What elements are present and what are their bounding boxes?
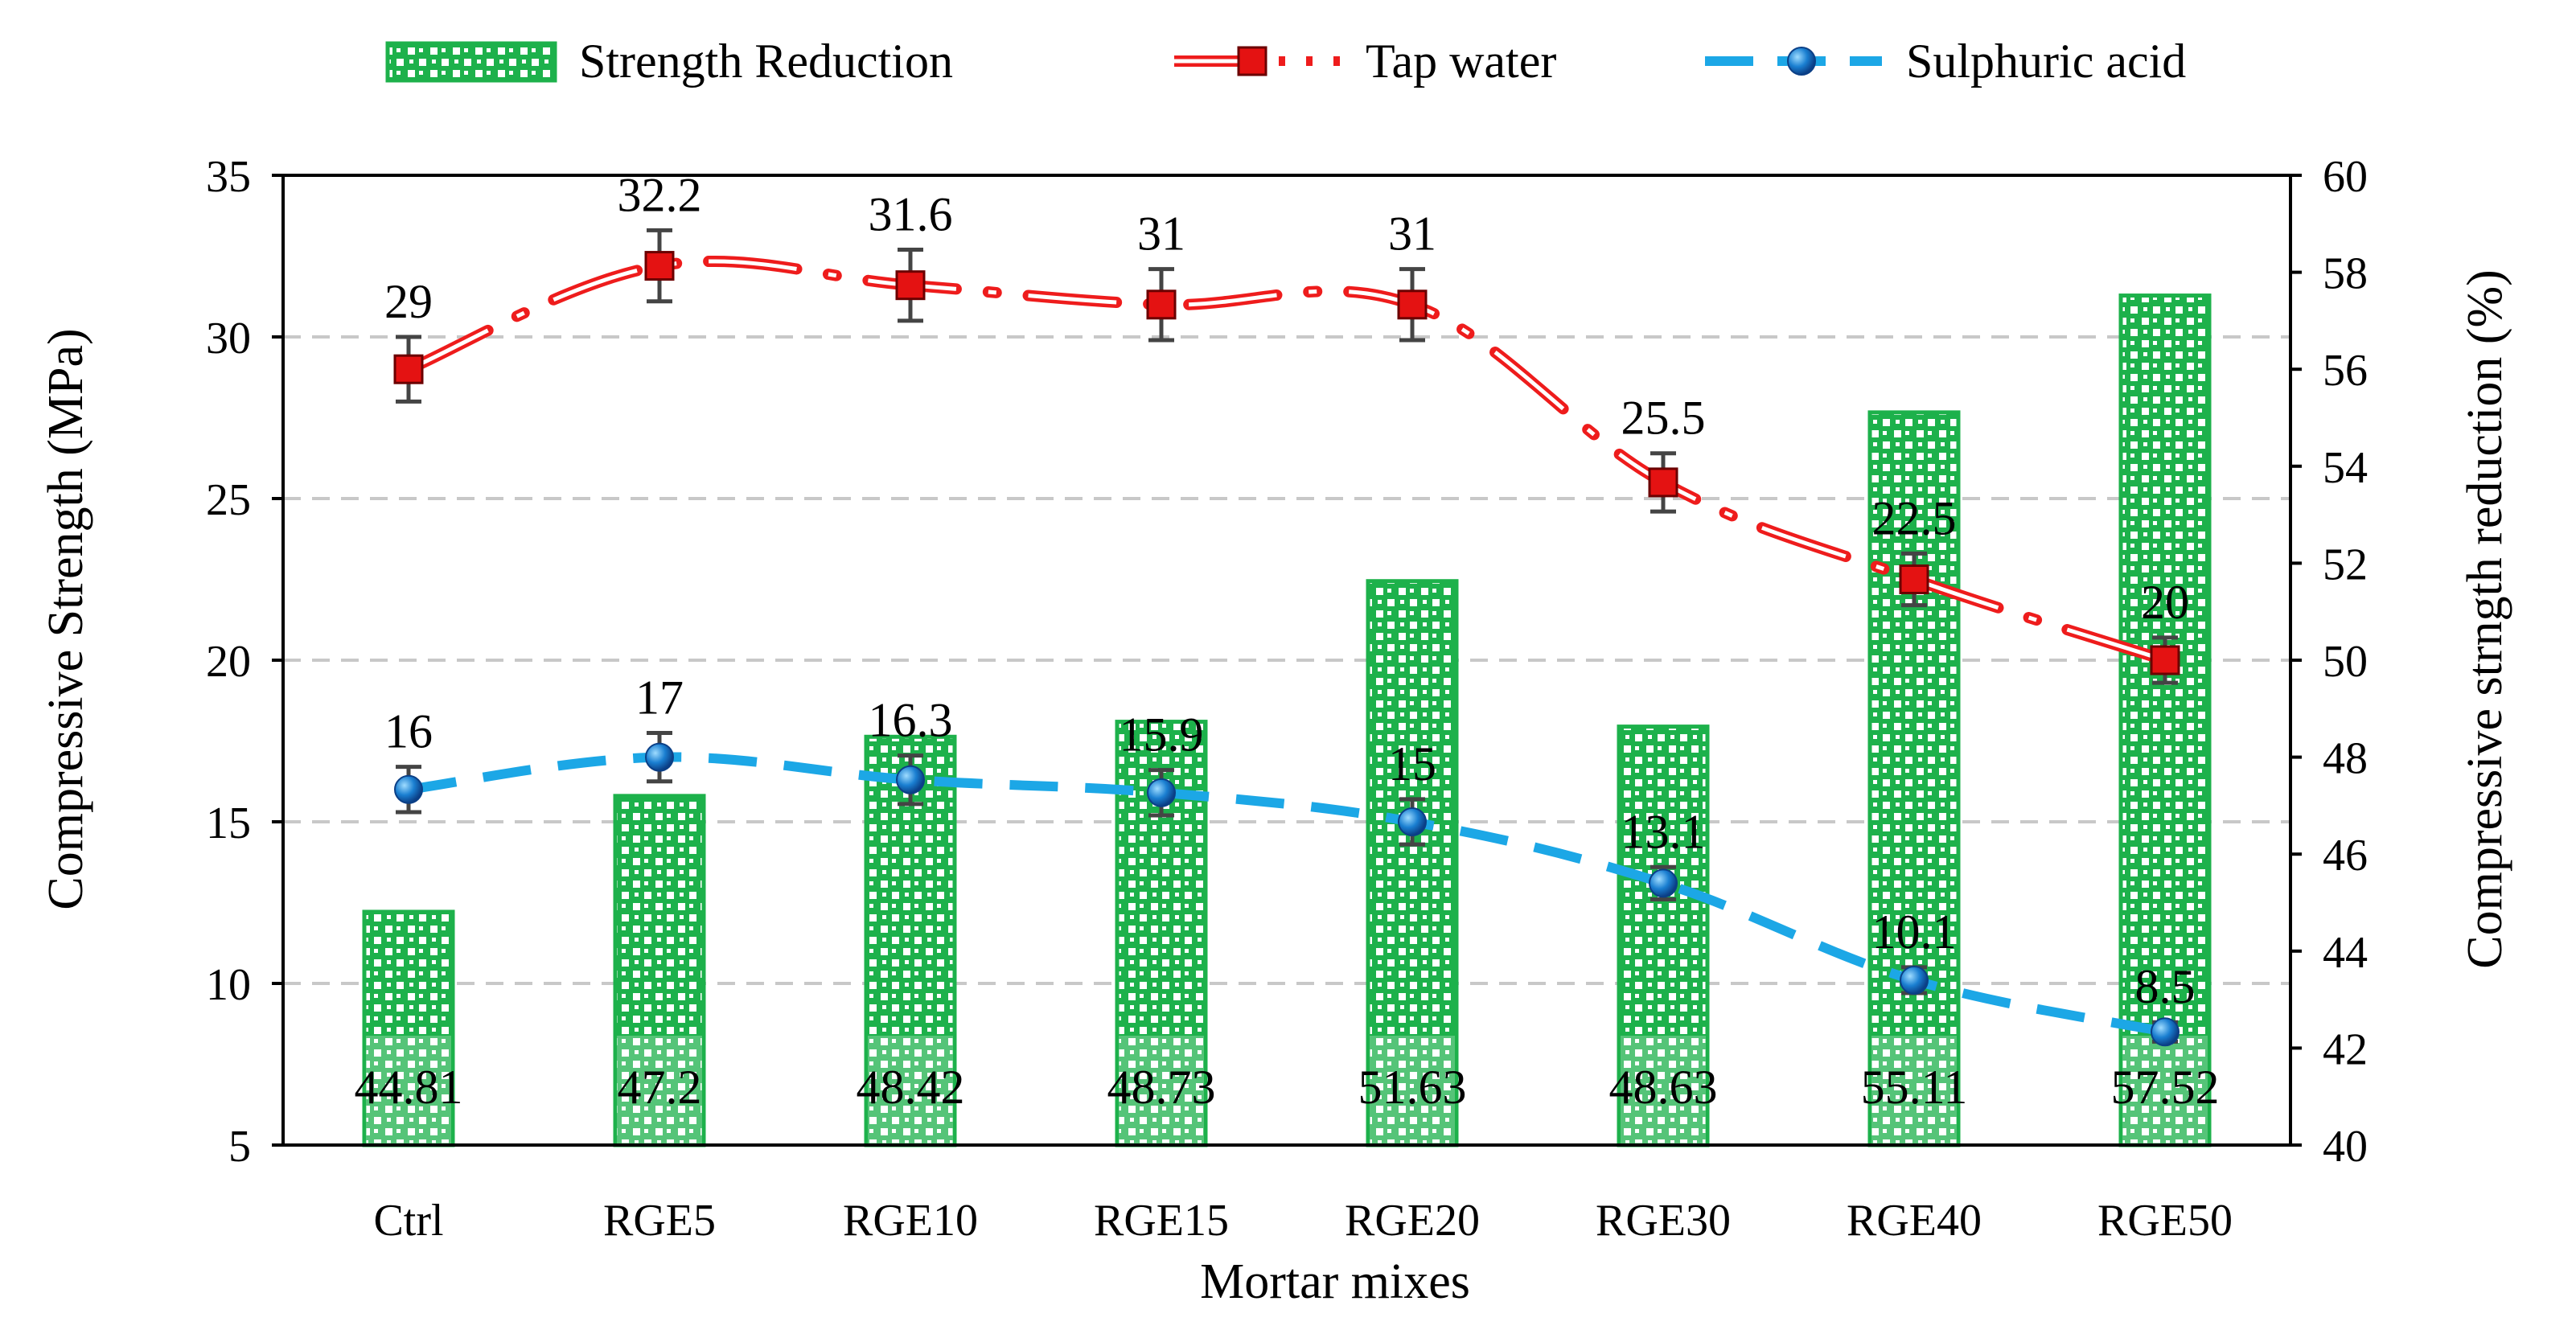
point-tap-RGE5 [644,251,675,281]
x-tick-label-RGE10: RGE10 [843,1196,978,1246]
bar-RGE40 [1867,410,1961,1147]
y2-tick-label-54: 54 [2323,443,2368,493]
bar-base-highlight-RGE15 [1119,1036,1204,1143]
bar-base-highlight-RGE5 [617,1036,702,1143]
y-tick-label-35: 35 [206,152,251,202]
y2-tick-label-46: 46 [2323,831,2368,881]
legend-swatch-strength-reduction [385,41,557,83]
point-tap-RGE40 [1899,564,1929,594]
y2-tick-label-48: 48 [2323,734,2368,784]
x-axis-title: Mortar mixes [1200,1254,1470,1309]
point-tap-RGE15 [1146,289,1177,320]
label-acid-Ctrl: 16 [384,705,433,758]
x-tick-label-RGE30: RGE30 [1596,1196,1731,1246]
bar-base-highlight-RGE10 [868,1036,953,1143]
y-tick-label-15: 15 [206,798,251,848]
bar-base-highlight-Ctrl [366,1036,451,1143]
y-axis-title-left: Compressive Strength (MPa) [39,328,93,909]
point-acid-RGE5 [645,742,674,772]
bar-label-Ctrl: 44.81 [355,1061,463,1114]
y2-tick-label-52: 52 [2323,540,2368,589]
y-tick-label-30: 30 [206,314,251,363]
legend-marker-tap-water [1237,46,1267,76]
label-acid-RGE5: 17 [635,671,684,724]
label-tap-RGE50: 20 [2141,576,2189,629]
tick-labels: 5 10 15 20 25 30 35 40 42 44 46 48 50 52 54 56 58 60 Ctrl R… [206,152,2368,1246]
y2-tick-label-50: 50 [2323,637,2368,687]
point-tap-RGE20 [1397,289,1428,320]
legend-marker-sulphuric-acid [1787,47,1816,76]
y2-tick-label-60: 60 [2323,152,2368,202]
point-acid-RGE10 [896,765,925,794]
point-tap-Ctrl [393,354,424,384]
label-acid-RGE40: 10.1 [1872,905,1957,959]
label-acid-RGE20: 15 [1388,737,1436,790]
x-tick-label-RGE15: RGE15 [1094,1196,1229,1246]
x-tick-label-RGE20: RGE20 [1345,1196,1480,1246]
point-acid-Ctrl [394,774,423,804]
legend-label-tap-water: Tap water [1366,35,1556,88]
label-acid-RGE50: 8.5 [2135,960,2196,1013]
legend-label-strength-reduction: Strength Reduction [579,35,953,88]
label-acid-RGE15: 15.9 [1120,708,1204,761]
label-tap-Ctrl: 29 [384,275,433,328]
line-tap-water-inner [408,259,2166,663]
label-tap-RGE15: 31 [1137,207,1185,261]
label-tap-RGE20: 31 [1388,207,1436,261]
bar-base-highlight-RGE30 [1621,1036,1706,1143]
bar-RGE20 [1366,579,1459,1147]
point-tap-RGE30 [1648,467,1678,498]
x-tick-label-Ctrl: Ctrl [373,1196,443,1246]
y2-tick-label-56: 56 [2323,346,2368,396]
y-tick-label-5: 5 [228,1122,251,1172]
label-acid-RGE10: 16.3 [869,694,953,747]
point-acid-RGE15 [1147,778,1176,807]
y-axis-title-right: Compressive strngth reduction (%) [2458,269,2512,969]
bar-Ctrl [362,909,455,1147]
bar-labels: 44.81 47.2 48.42 48.73 51.63 48.63 55.11 57.52 [355,1061,2220,1114]
y2-tick-label-42: 42 [2323,1024,2368,1074]
bars-strength-reduction [362,294,2212,1147]
series-lines: 29 32.2 31.6 31 31 25.5 22.5 20 16 17 16.3 15.9 15 13… [384,168,2196,1047]
x-tick-label-RGE5: RGE5 [603,1196,716,1246]
bar-base-highlight-RGE20 [1370,1036,1455,1143]
legend: Strength Reduction Tap water Sulphuric aci… [385,35,2186,88]
bar-label-RGE30: 48.63 [1609,1061,1718,1114]
y2-tick-label-40: 40 [2323,1122,2368,1172]
bar-label-RGE15: 48.73 [1107,1061,1216,1114]
bar-base-highlight-RGE40 [1871,1036,1957,1143]
bar-label-RGE5: 47.2 [618,1061,702,1114]
y2-tick-label-44: 44 [2323,928,2368,978]
bar-label-RGE50: 57.52 [2111,1061,2220,1114]
legend-label-sulphuric-acid: Sulphuric acid [1906,35,2186,88]
point-acid-RGE50 [2151,1017,2180,1047]
label-acid-RGE30: 13.1 [1621,805,1706,858]
label-tap-RGE10: 31.6 [869,187,953,240]
point-acid-RGE20 [1398,807,1427,836]
y-tick-label-20: 20 [206,637,251,687]
label-tap-RGE30: 25.5 [1621,392,1706,445]
point-acid-RGE30 [1649,868,1678,898]
x-tick-label-RGE50: RGE50 [2097,1196,2233,1246]
label-tap-RGE5: 32.2 [618,168,702,221]
point-tap-RGE10 [895,270,926,301]
x-tick-label-RGE40: RGE40 [1847,1196,1982,1246]
y-tick-label-25: 25 [206,475,251,525]
bar-label-RGE40: 55.11 [1861,1061,1968,1114]
bar-RGE50 [2118,294,2212,1147]
y-tick-label-10: 10 [206,960,251,1010]
gridlines [283,335,2290,985]
label-tap-RGE40: 22.5 [1872,491,1957,544]
bar-label-RGE10: 48.42 [857,1061,965,1114]
y2-tick-label-58: 58 [2323,249,2368,299]
point-tap-RGE50 [2150,645,2180,675]
point-acid-RGE40 [1900,965,1929,995]
bar-base-highlight-RGE50 [2122,1036,2208,1143]
bar-label-RGE20: 51.63 [1358,1061,1467,1114]
